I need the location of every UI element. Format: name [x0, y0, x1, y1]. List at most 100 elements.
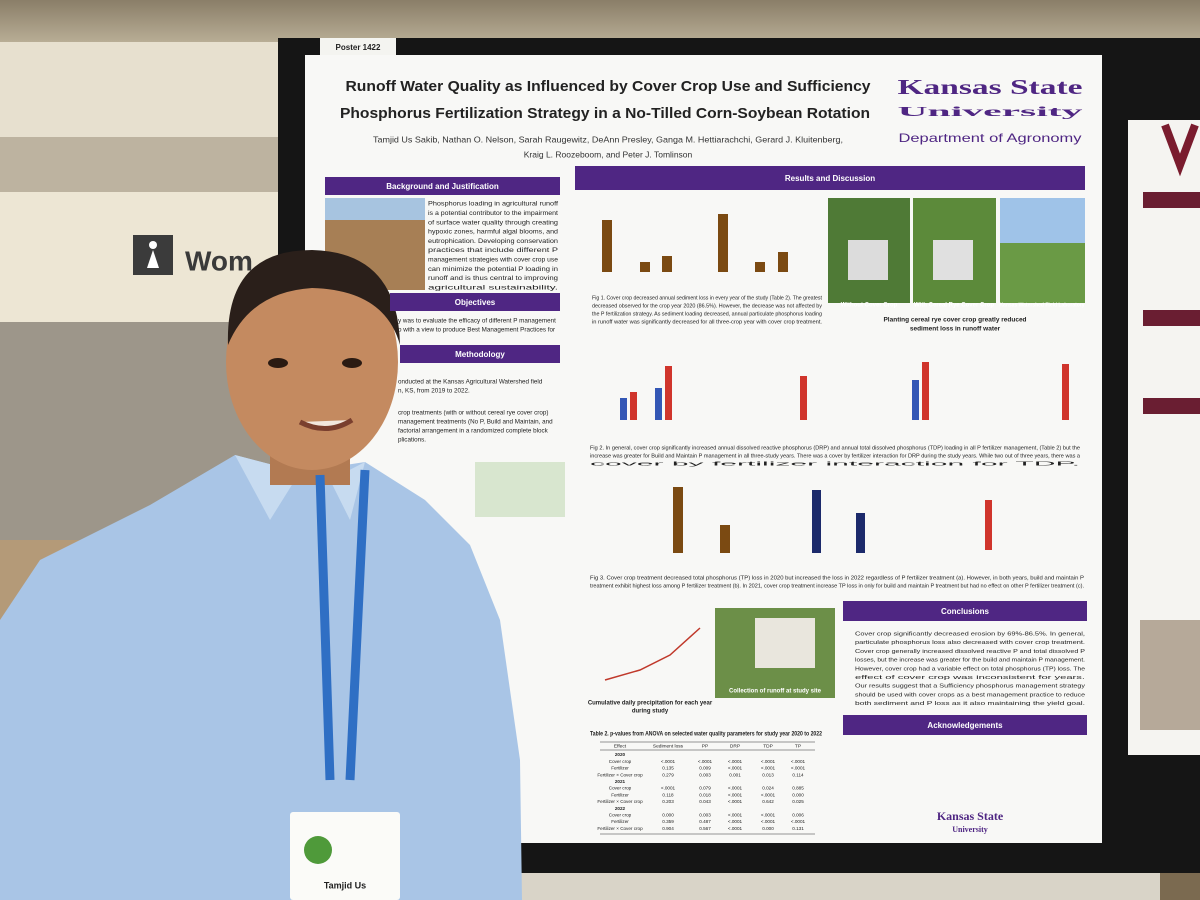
table-cell: 0.000 [662, 813, 674, 818]
table-cell: 0.025 [792, 799, 804, 804]
conclusions-text: Cover crop significantly decreased erosi… [855, 632, 1085, 638]
ceiling [0, 0, 1200, 42]
field-sky [325, 198, 425, 220]
table-cell: 2022 [615, 806, 626, 811]
table-cell: 0.279 [662, 772, 674, 777]
smile [298, 417, 354, 431]
table-cell: 0.487 [699, 819, 711, 824]
table-header: Sediment loss [653, 743, 684, 749]
table-cell: <.0001 [761, 792, 776, 797]
table-header: TP [795, 743, 801, 749]
table-cell: Fertilizer × Cover crop [597, 826, 643, 831]
photo-caption: Kansas Watershed Field Laboratory [999, 302, 1084, 308]
conclusions-text: both sediment and P loss as it also main… [855, 701, 1086, 707]
flume [848, 240, 888, 280]
thumb-bar [812, 490, 821, 553]
ack-header: Acknowledgements [927, 721, 1003, 730]
fig1-caption: Fig 1. Cover crop decreased annual sedim… [592, 295, 823, 301]
photo-sky [1000, 198, 1085, 243]
thumb-bar [620, 398, 627, 420]
table-header: DRP [730, 743, 740, 749]
table-cell: 0.885 [792, 786, 804, 791]
table-cell: <.0001 [791, 819, 806, 824]
conclusions-header: Conclusions [941, 607, 990, 616]
table-cell: 0.043 [699, 799, 711, 804]
table-cell: Fertilizer [611, 792, 629, 797]
table-cell: <.0001 [728, 813, 743, 818]
table-cell: 2020 [615, 752, 626, 757]
fig3-caption: treatment exhibit highest loss among P f… [590, 583, 1084, 589]
runoff-caption: Collection of runoff at study site [729, 689, 822, 695]
table-cell: <.0001 [761, 759, 776, 764]
methodology-text: management treatments (No P, Build and M… [398, 419, 553, 426]
precip-caption: Cumulative daily precipitation for each … [588, 701, 713, 707]
table-cell: 0.006 [792, 813, 804, 818]
table-cell: 0.114 [792, 772, 804, 777]
background-text: Phosphorus loading in agricultural runof… [428, 201, 558, 208]
section-header [325, 177, 560, 195]
conclusions-text: should be used with cover crops as a bes… [855, 692, 1085, 698]
thumb-bar [662, 256, 672, 272]
background-text: practices that include different P [428, 247, 558, 254]
poster-title: Runoff Water Quality as Influenced by Co… [346, 78, 872, 95]
thumb-bar [922, 362, 929, 420]
photo-note: Planting cereal rye cover crop greatly r… [883, 317, 1026, 324]
authors: Kraig L. Roozeboom, and Peter J. Tomlins… [524, 149, 693, 159]
table-cell: <.0001 [761, 819, 776, 824]
badge [290, 812, 400, 900]
poster-title: Phosphorus Fertilization Strategy in a N… [340, 105, 870, 122]
thumb-bar [630, 392, 637, 420]
table-cell: 0.001 [729, 772, 741, 777]
table-cell: 0.024 [762, 786, 774, 791]
thumb-bar [640, 262, 650, 272]
thumb-bar [755, 262, 765, 272]
thumb-bar [602, 220, 612, 272]
background-text: agricultural sustainability. [428, 284, 558, 291]
table-cell: <.0001 [728, 786, 743, 791]
background-text: runoff and is thus central to improving [428, 275, 559, 282]
neighbor-photo [1140, 620, 1200, 730]
eye [268, 358, 288, 368]
shirt [0, 455, 522, 900]
methodology-text: n, KS, from 2019 to 2022. [398, 388, 470, 395]
table-cell: <.0001 [791, 766, 806, 771]
thumb-bar [856, 513, 865, 553]
precip-caption: during study [632, 709, 669, 715]
table-cell: 0.003 [699, 772, 711, 777]
methodology-text: onducted at the Kansas Agricultural Wate… [398, 379, 543, 386]
methodology-text: crop treatments (with or without cereal … [398, 410, 548, 417]
table-cell: Fertilizer × Cover crop [597, 799, 643, 804]
thumb-bar [912, 380, 919, 420]
table-cell: <.0001 [661, 786, 676, 791]
table-cell: 0.904 [662, 826, 674, 831]
objectives-text: o with a view to produce Best Management… [398, 327, 555, 334]
conclusions-text: effect of cover crop was inconsistent fo… [855, 675, 1086, 681]
conclusions-text: Our results suggest that a Sufficiency p… [855, 684, 1085, 690]
chart-thumbnails [602, 214, 788, 553]
table-cell: <.0001 [698, 759, 713, 764]
fig2-caption: cover by fertilizer interaction for TDP. [590, 461, 1080, 467]
fig1-caption: in runoff water was significantly decrea… [592, 319, 822, 325]
section-header [400, 345, 560, 363]
neighbor-header [1143, 310, 1200, 326]
thumb-bar [665, 366, 672, 420]
table-cell: Fertilizer [611, 766, 629, 771]
table-cell: <.0001 [761, 813, 776, 818]
table-cell: 0.359 [662, 819, 674, 824]
background-text: management strategies with cover crop us… [428, 256, 559, 263]
table-cell: 0.135 [662, 766, 674, 771]
table-cell: 0.131 [792, 826, 804, 831]
table-cell: 0.079 [699, 786, 711, 791]
logo: University [898, 105, 1083, 120]
table-cell: <.0001 [791, 759, 806, 764]
fig2-caption: increase was greater for Build and Maint… [590, 453, 1080, 459]
thumb-bar [778, 252, 788, 272]
wall-band [0, 137, 290, 192]
methodology-header: Methodology [455, 350, 505, 359]
icon-head [149, 241, 157, 249]
conclusions-text: losses, but the increase was greater for… [855, 658, 1085, 664]
fig1-caption: the P fertilization strategy. As sedimen… [592, 311, 822, 317]
icon-body [147, 250, 159, 268]
eye [342, 358, 362, 368]
